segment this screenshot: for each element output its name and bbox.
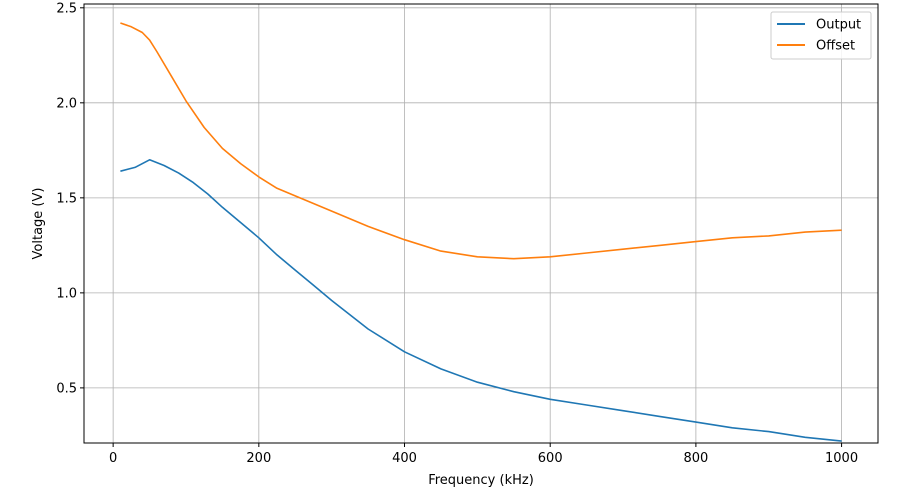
legend-label-output: Output <box>816 18 861 33</box>
series-layer <box>120 22 842 442</box>
plot-frame <box>83 3 879 444</box>
x-axis-ticks: 0 200 400 600 800 1000 <box>109 443 858 466</box>
y-axis-label: Voltage (V) <box>31 188 46 260</box>
x-tick-label-200: 200 <box>246 451 271 466</box>
series-line-offset <box>120 22 842 260</box>
y-tick-label-1.5: 1.5 <box>56 191 77 206</box>
y-tick-label-2: 2.0 <box>56 96 77 111</box>
legend: Output Offset <box>770 11 872 60</box>
x-tick-label-0: 0 <box>109 451 117 466</box>
grid-layer <box>84 4 878 443</box>
x-tick-label-800: 800 <box>683 451 708 466</box>
y-axis-ticks: 0.5 1.0 1.5 2.0 2.5 <box>56 1 84 396</box>
x-axis-label: Frequency (kHz) <box>428 473 534 488</box>
legend-label-offset: Offset <box>816 39 855 54</box>
y-tick-label-2.5: 2.5 <box>56 1 77 16</box>
x-tick-label-400: 400 <box>392 451 417 466</box>
x-tick-label-600: 600 <box>538 451 563 466</box>
y-tick-label-0.5: 0.5 <box>56 381 77 396</box>
y-tick-label-1: 1.0 <box>56 286 77 301</box>
x-tick-label-1000: 1000 <box>825 451 858 466</box>
series-line-output <box>120 159 842 442</box>
